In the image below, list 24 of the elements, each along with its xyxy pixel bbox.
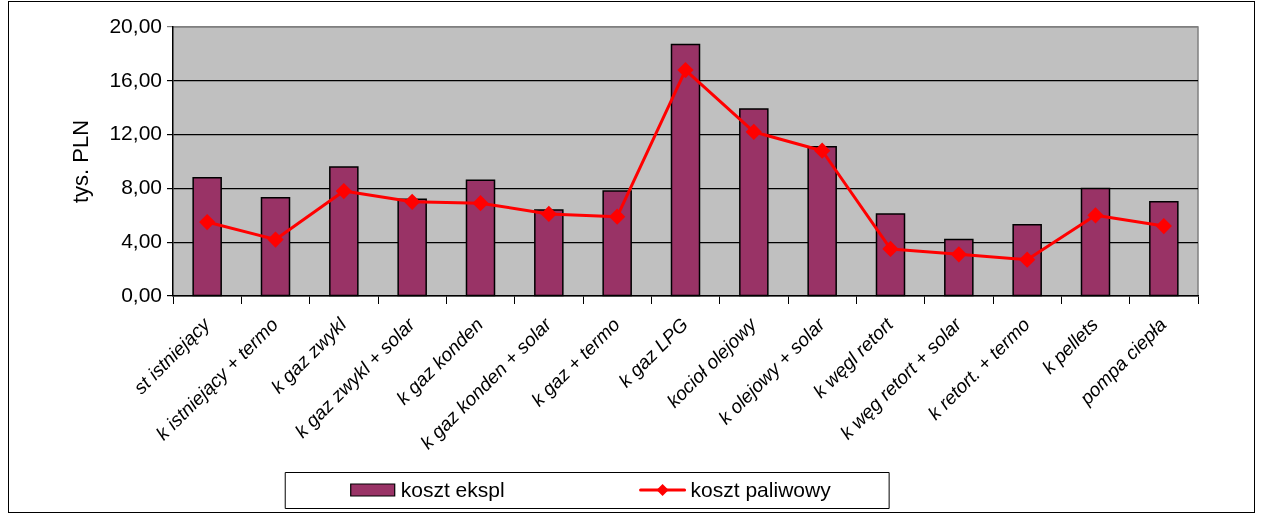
point [336, 183, 352, 199]
point [814, 143, 830, 159]
point [678, 62, 693, 78]
y-tick-label: 20,00 [109, 13, 162, 37]
legend-label: koszt ekspl [400, 477, 505, 501]
legend-label: koszt paliwowy [690, 477, 832, 501]
y-tick-label: 16,00 [109, 67, 162, 91]
point [199, 214, 215, 230]
y-tick-label: 0,00 [121, 282, 162, 306]
point [268, 232, 283, 248]
point [746, 124, 762, 140]
point [473, 195, 488, 211]
point [883, 241, 898, 257]
point [404, 194, 420, 210]
y-tick-label: 8,00 [121, 175, 162, 199]
point [541, 206, 557, 222]
point [951, 246, 967, 262]
y-axis-title: tys. PLN [68, 119, 94, 204]
y-tick-label: 12,00 [109, 121, 162, 145]
y-tick-label: 4,00 [121, 229, 162, 252]
point [1088, 207, 1103, 223]
point [609, 209, 625, 225]
point [1019, 252, 1035, 268]
point [1156, 218, 1172, 234]
